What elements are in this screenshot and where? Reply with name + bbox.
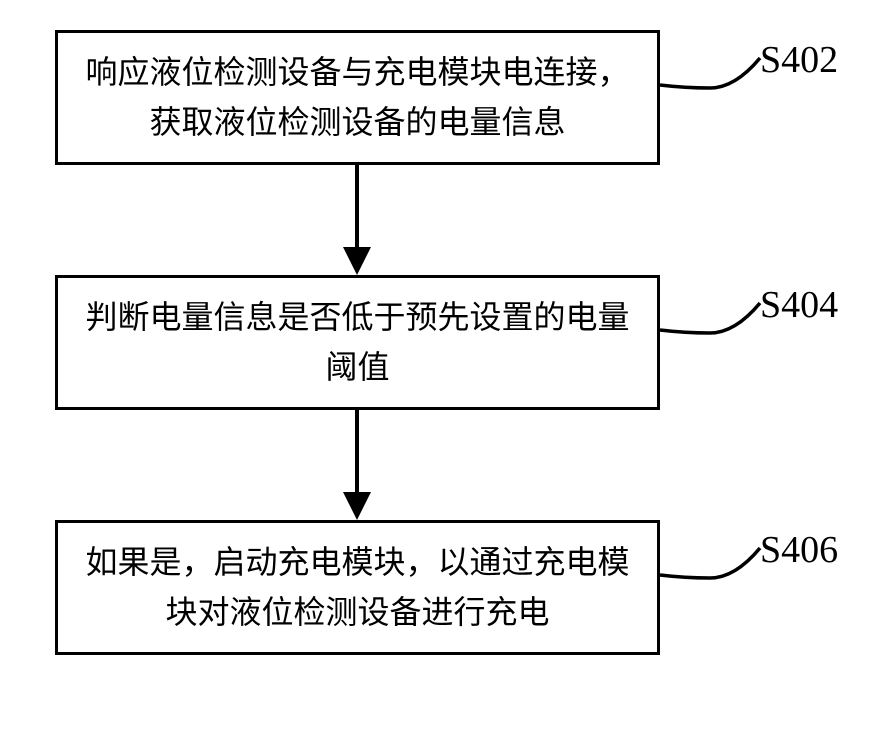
step-text-2: 判断电量信息是否低于预先设置的电量阈值 [78,293,637,392]
step-text-3: 如果是，启动充电模块，以通过充电模块对液位检测设备进行充电 [78,538,637,637]
step-box-1: 响应液位检测设备与充电模块电连接，获取液位检测设备的电量信息 [55,30,660,165]
connector-3 [660,528,770,588]
connector-1 [660,38,770,98]
step-box-2: 判断电量信息是否低于预先设置的电量阈值 [55,275,660,410]
step-label-2: S404 [760,283,838,327]
arrow-1-to-2 [340,165,375,277]
connector-2 [660,283,770,343]
step-label-3: S406 [760,528,838,572]
step-label-1: S402 [760,38,838,82]
flowchart-container: 响应液位检测设备与充电模块电连接，获取液位检测设备的电量信息 S402 判断电量… [0,0,870,735]
step-text-1: 响应液位检测设备与充电模块电连接，获取液位检测设备的电量信息 [78,48,637,147]
step-box-3: 如果是，启动充电模块，以通过充电模块对液位检测设备进行充电 [55,520,660,655]
arrow-2-to-3 [340,410,375,522]
